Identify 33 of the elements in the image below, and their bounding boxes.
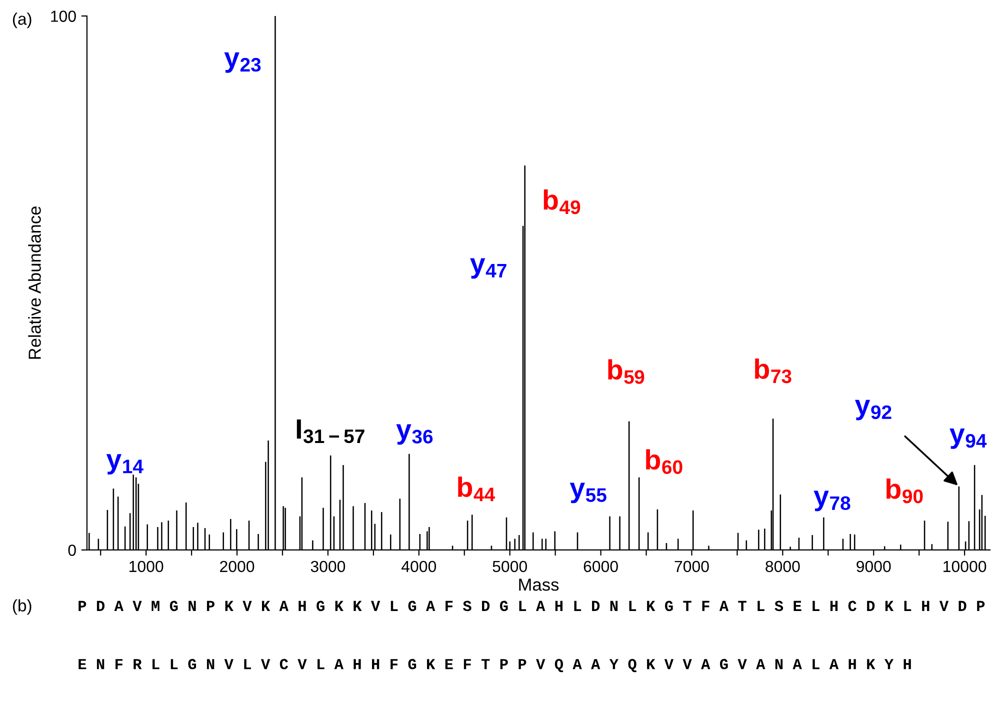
annotation: b$_{44}$ — [458, 476, 495, 502]
x-tick-label: 7000 — [674, 560, 709, 572]
annotation: y$_{78}$ — [814, 490, 850, 512]
annotation: y$_{94}$ — [950, 428, 987, 449]
annotation: I$_{31−57}$ — [296, 419, 364, 444]
annotation: y$_{14}$ — [106, 454, 144, 475]
annotation: y$_{23}$ — [224, 52, 261, 73]
annotation: b$_{90}$ — [886, 478, 923, 504]
annotation: y$_{92}$ — [854, 400, 892, 420]
y-tick-label: 100 — [51, 10, 76, 22]
annotation: y$_{55}$ — [570, 482, 606, 504]
text: (b) — [12, 599, 32, 615]
text: E N F R L L G N V L V C V L A H H F G K E F T P P V Q A A Y Q K V V A G V A N A L A H K Y H — [78, 658, 911, 672]
x-tick-label: 8000 — [766, 560, 800, 572]
annotation: b$_{49}$ — [544, 189, 580, 214]
annotation: b$_{59}$ — [608, 359, 644, 384]
annotation: y$_{36}$ — [396, 424, 433, 445]
annotation: b$_{60}$ — [646, 449, 682, 474]
annotation: y$_{47}$ — [470, 258, 506, 279]
x-tick-label: 5000 — [492, 560, 527, 572]
x-tick-label: 10000 — [944, 560, 986, 572]
y-axis-title: Relative Abundance — [28, 206, 41, 359]
text: (a) — [12, 12, 32, 28]
x-tick-label: 4000 — [402, 560, 436, 572]
x-tick-label: 1000 — [130, 560, 164, 572]
x-tick-label: 6000 — [584, 560, 618, 572]
x-tick-label: 9000 — [856, 560, 891, 572]
text: P D A V M G N P K V K A H G K K V L G A F S D G L A H L D N L K G T F A T L S E L H C D K L H V D P — [78, 600, 985, 612]
x-tick-label: 2000 — [220, 560, 254, 572]
annotation: b$_{73}$ — [755, 358, 792, 384]
x-axis-title: Mass — [519, 578, 559, 591]
y-tick-label: 0 — [68, 544, 76, 556]
x-tick-label: 3000 — [310, 560, 346, 572]
